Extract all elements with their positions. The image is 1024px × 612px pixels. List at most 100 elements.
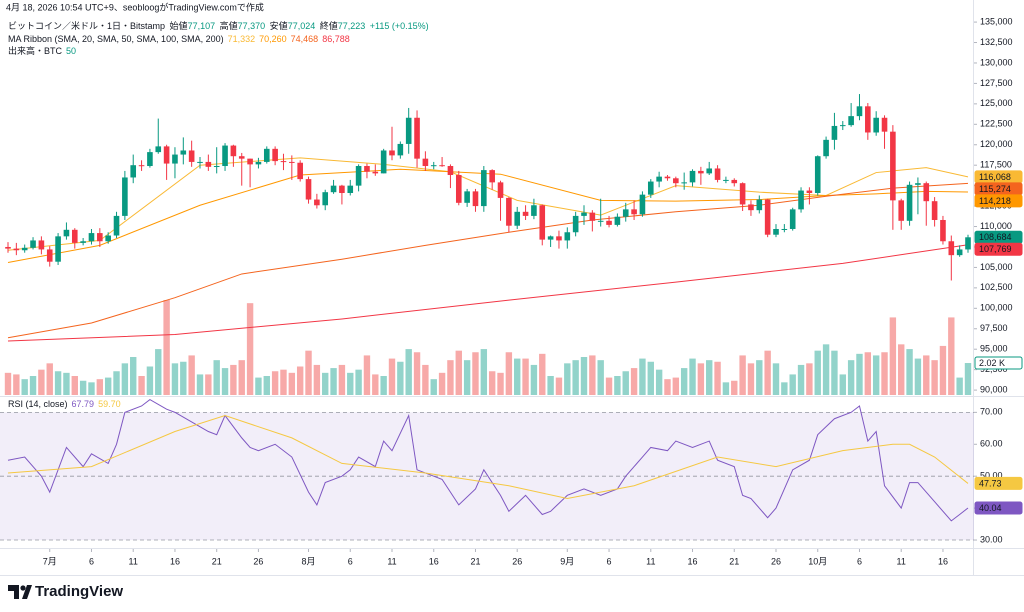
x-tick-label: 21 <box>470 556 480 566</box>
line-series <box>7 182 969 339</box>
ma-legend-value: 70,260 <box>259 34 287 44</box>
open-value: 77,107 <box>188 21 216 31</box>
candle-body <box>113 215 120 236</box>
volume-bar <box>948 317 955 395</box>
x-tick-label: 10月 <box>808 556 827 566</box>
candle-body <box>305 179 312 200</box>
candle-body <box>731 179 738 184</box>
volume-bar <box>731 380 738 395</box>
candle-body <box>97 233 103 242</box>
volume-bar <box>906 349 913 395</box>
y-tick-label: 90,000 <box>980 384 1008 394</box>
candle-body <box>297 162 303 180</box>
volume-bar <box>63 372 70 395</box>
candle-body <box>272 148 278 162</box>
close-value: 77,223 <box>338 21 366 31</box>
volume-bar <box>797 364 805 395</box>
logo-mark <box>8 585 19 599</box>
logo-dot <box>20 585 26 591</box>
rsi-legend-value: 59.70 <box>98 399 121 409</box>
volume-bar <box>839 374 846 395</box>
candle-body <box>455 175 462 203</box>
candle-body <box>631 209 637 215</box>
candle-body <box>322 192 329 206</box>
candle-body <box>764 199 771 235</box>
x-tick-label: 16 <box>688 556 698 566</box>
candle-body <box>589 212 596 221</box>
volume-bar <box>756 360 763 395</box>
low-value: 77,024 <box>288 21 316 31</box>
candle-body <box>155 146 162 153</box>
volume-bar <box>488 371 496 395</box>
volume-bar <box>338 364 346 395</box>
volume-bar <box>547 376 554 395</box>
volume-bar <box>455 350 462 395</box>
volume-bar <box>881 352 888 395</box>
volume-bar <box>205 374 212 395</box>
candle-body <box>547 236 554 240</box>
candle-body <box>205 161 212 167</box>
volume-bar <box>29 376 37 395</box>
back-layer: 90,00092,50095,00097,500100,000102,50010… <box>0 16 1013 566</box>
candle-body <box>197 161 203 163</box>
volume-bar <box>388 358 396 395</box>
rsi-legend: RSI (14, close) 67.79 59.70 <box>8 399 121 409</box>
volume-bar <box>372 374 379 395</box>
candle-body <box>280 161 287 163</box>
rsi-legend-value: 67.79 <box>72 399 95 409</box>
volume-bar <box>530 364 538 395</box>
y-tick-label: 125,000 <box>980 98 1013 108</box>
volume-bar <box>806 363 813 395</box>
low-label: 安値 <box>270 20 288 31</box>
volume-bar <box>772 363 780 395</box>
candle-body <box>756 199 763 211</box>
volume-bar <box>221 368 229 395</box>
candle-body <box>430 165 437 167</box>
candle-body <box>414 117 420 159</box>
ma-legend-value: 86,788 <box>322 34 350 44</box>
candle-body <box>222 145 228 167</box>
volume-bar <box>914 358 922 395</box>
candle-body <box>714 168 721 180</box>
candle-body <box>447 166 454 176</box>
candle-body <box>748 204 754 211</box>
volume-bar <box>614 376 621 395</box>
candle-body <box>614 216 621 225</box>
x-tick-label: 7月 <box>43 556 57 566</box>
volume-bar <box>639 358 646 395</box>
volume-bar <box>872 355 880 395</box>
ma-last-label: 115,274 <box>979 184 1011 194</box>
volume-bar <box>739 355 746 395</box>
candle-body <box>364 166 370 172</box>
candle-body <box>664 176 671 179</box>
volume-bar <box>680 368 688 395</box>
volume-bar <box>672 377 680 395</box>
x-tick-label: 16 <box>938 556 948 566</box>
candle-body <box>497 182 504 198</box>
volume-bar <box>46 363 53 395</box>
candle-body <box>856 106 863 117</box>
ma-last-label: 107,769 <box>979 244 1012 254</box>
x-tick-label: 11 <box>646 556 655 566</box>
volume-bar <box>923 355 930 395</box>
volume-bar <box>171 363 179 395</box>
candle-body <box>247 158 253 165</box>
candle-body <box>881 117 888 132</box>
volume-bar <box>447 360 454 395</box>
candle-body <box>865 106 871 133</box>
x-tick-label: 16 <box>429 556 439 566</box>
candle-body <box>923 183 930 202</box>
volume-bar <box>781 382 788 395</box>
y-tick-label: 60.00 <box>980 439 1003 449</box>
volume-bar <box>714 361 721 395</box>
change-value: +115 (+0.15%) <box>370 21 429 31</box>
volume-bar <box>38 369 45 395</box>
candle-body <box>355 166 362 186</box>
volume-bar <box>296 366 304 395</box>
candle-body <box>915 183 921 185</box>
x-tick-label: 6 <box>89 556 94 566</box>
volume-legend: 出来高・BTC 50 <box>8 45 76 56</box>
volume-bar <box>605 377 613 395</box>
volume-bar <box>747 363 755 395</box>
